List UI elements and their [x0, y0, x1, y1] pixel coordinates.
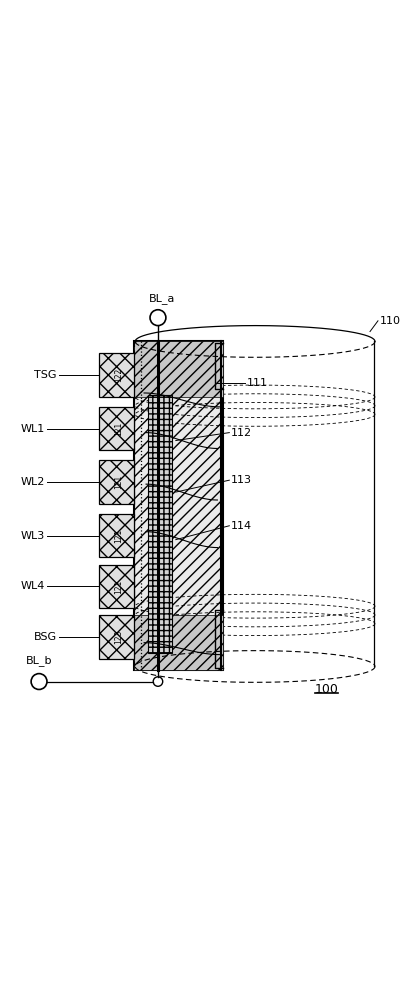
Text: BL_a: BL_a [148, 293, 175, 304]
Text: 113: 113 [231, 475, 252, 485]
Bar [98, 514, 134, 557]
Text: 112: 112 [231, 428, 252, 438]
Text: 121: 121 [113, 422, 123, 436]
Bar [134, 615, 223, 670]
Text: 110: 110 [379, 316, 400, 326]
Text: 111: 111 [247, 378, 267, 388]
Bar [98, 353, 134, 397]
Text: WL3: WL3 [21, 531, 45, 541]
Bar [134, 341, 223, 670]
Text: 100: 100 [314, 683, 337, 696]
Text: WL2: WL2 [21, 477, 45, 487]
Bar [98, 615, 134, 659]
Text: 121: 121 [113, 579, 123, 594]
Text: 122: 122 [113, 368, 123, 382]
Bar [98, 565, 134, 608]
Bar [134, 341, 223, 397]
Text: 121: 121 [113, 529, 123, 543]
Text: 121: 121 [113, 475, 123, 489]
Text: TSG: TSG [34, 370, 57, 380]
Text: WL4: WL4 [21, 581, 45, 591]
Bar [148, 395, 171, 653]
Text: BSG: BSG [34, 632, 57, 642]
Text: 114: 114 [231, 521, 252, 531]
Text: 123: 123 [113, 630, 123, 644]
Bar [98, 460, 134, 504]
Text: BL_b: BL_b [26, 655, 52, 666]
Text: WL1: WL1 [21, 424, 45, 434]
Bar [98, 407, 134, 450]
